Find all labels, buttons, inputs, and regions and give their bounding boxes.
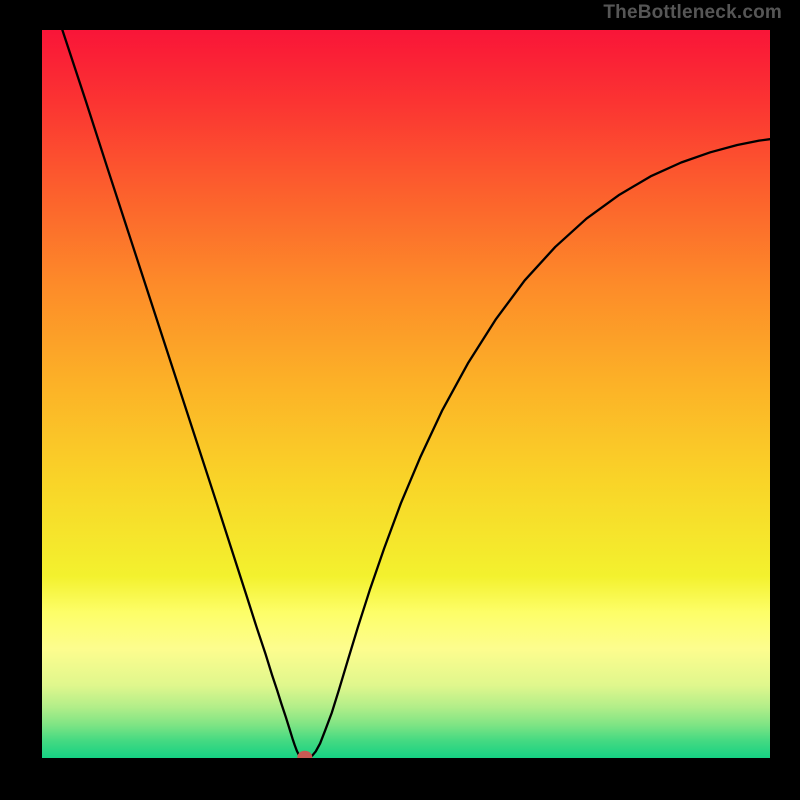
gradient-fill [42,30,770,758]
bottleneck-chart [42,30,770,758]
chart-frame: TheBottleneck.com [0,0,800,800]
watermark-text: TheBottleneck.com [603,2,782,24]
